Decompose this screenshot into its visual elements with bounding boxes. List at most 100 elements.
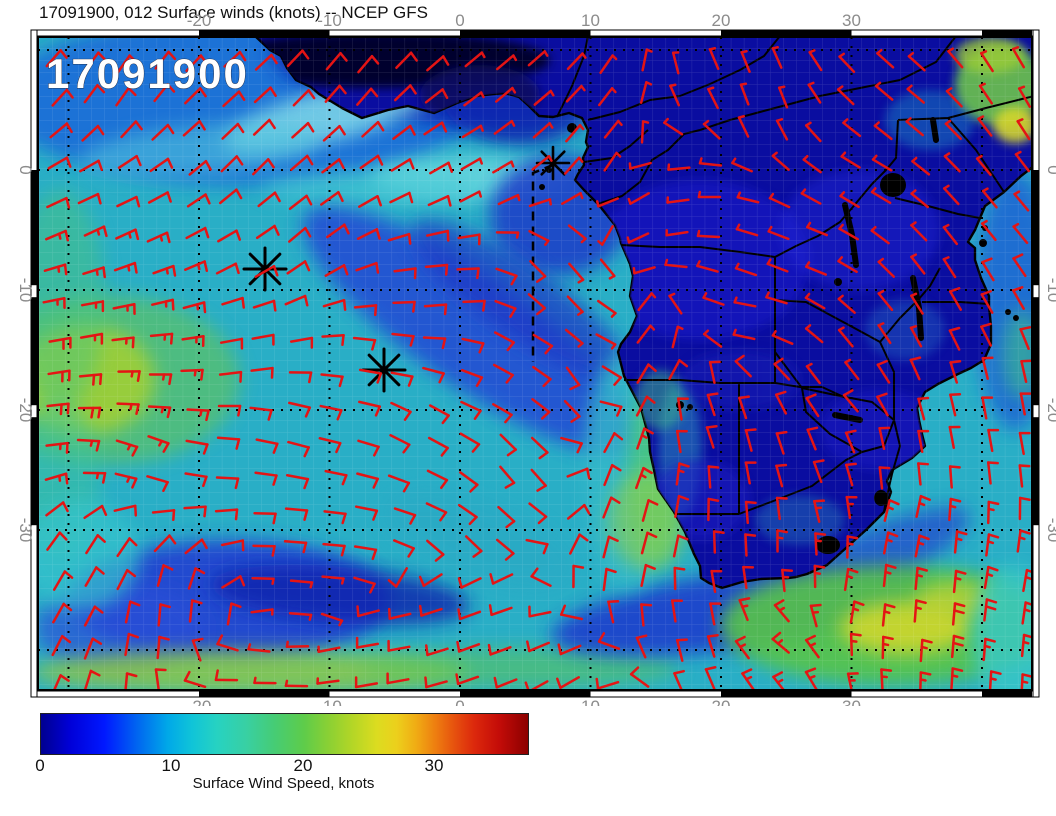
wind-barb xyxy=(635,466,653,490)
wind-barb xyxy=(813,499,826,523)
wind-barb xyxy=(319,404,343,421)
wind-barb xyxy=(945,87,963,108)
wind-barb xyxy=(744,461,757,485)
wind-barb xyxy=(636,324,656,344)
wind-barb xyxy=(839,191,860,209)
wind-barb xyxy=(323,510,347,525)
wind-barb xyxy=(533,89,555,106)
wind-barb xyxy=(595,677,620,690)
wind-barb xyxy=(702,119,721,140)
wind-barb xyxy=(45,441,69,454)
wind-barb xyxy=(837,256,858,274)
wind-barb xyxy=(1021,601,1032,625)
wind-barb xyxy=(318,437,342,454)
wind-barb xyxy=(488,604,513,617)
wind-barb xyxy=(1019,392,1032,416)
wind-barb xyxy=(530,567,552,587)
wind-barb xyxy=(978,82,994,105)
wind-barb xyxy=(117,154,142,169)
wind-barb xyxy=(186,408,210,422)
wind-barb xyxy=(464,535,483,558)
wind-barb xyxy=(215,262,240,275)
wind-barb xyxy=(497,193,521,206)
wind-barb xyxy=(838,52,856,74)
wind-barb xyxy=(975,154,992,177)
wind-barb xyxy=(527,293,546,316)
wind-barb xyxy=(223,50,247,68)
wind-barb xyxy=(632,266,656,275)
wind-barb xyxy=(495,231,520,239)
wind-barb xyxy=(219,337,244,350)
zebra-black-segment xyxy=(31,170,37,286)
wind-barb xyxy=(151,509,176,522)
wind-barb xyxy=(83,669,101,690)
map-border xyxy=(37,36,1033,691)
wind-barb xyxy=(254,471,278,486)
wind-barb xyxy=(423,303,448,316)
wind-barb xyxy=(983,598,998,622)
wind-barb xyxy=(882,563,897,588)
wind-barb xyxy=(910,189,930,209)
wind-barb xyxy=(82,471,107,484)
wind-barb xyxy=(425,644,449,657)
wind-barb xyxy=(214,669,239,682)
wind-barb xyxy=(917,429,930,454)
wind-barb xyxy=(418,604,443,617)
wind-barb xyxy=(1018,496,1031,521)
wind-barb xyxy=(288,371,313,384)
wind-barb xyxy=(731,157,753,173)
lon-tick-label-top: 30 xyxy=(842,11,861,30)
wind-barb xyxy=(597,225,614,246)
wind-barb xyxy=(185,226,210,240)
wind-barb xyxy=(320,373,344,388)
wind-barb xyxy=(288,226,312,243)
zebra-black-segment xyxy=(982,30,1032,36)
wind-barb xyxy=(184,472,208,488)
wind-barb xyxy=(424,676,448,689)
wind-barb xyxy=(79,332,104,345)
wind-barb xyxy=(671,599,684,623)
lat-tick-label-right: -10 xyxy=(1044,278,1056,303)
zebra-black-segment xyxy=(460,691,591,697)
wind-barb xyxy=(675,429,688,454)
wind-barb xyxy=(599,54,618,75)
wind-barb xyxy=(640,563,656,588)
wind-barb xyxy=(391,332,415,347)
timestamp-overlay: 17091900 xyxy=(46,50,249,97)
wind-barb xyxy=(52,602,73,624)
wind-barb xyxy=(495,267,518,286)
wind-barb xyxy=(603,119,623,139)
map-overlays xyxy=(38,37,1032,690)
wind-barb xyxy=(387,232,412,245)
wind-barb xyxy=(565,366,581,391)
wind-barb xyxy=(386,672,410,685)
wind-barb xyxy=(461,124,484,139)
wind-barb xyxy=(806,426,819,451)
wind-barb xyxy=(387,474,411,493)
lat-tick-label-left: -30 xyxy=(16,518,35,543)
wind-barb xyxy=(953,530,968,554)
wind-barb xyxy=(528,605,552,618)
wind-barb xyxy=(1020,359,1032,383)
wind-barb xyxy=(712,530,725,554)
wind-barb xyxy=(154,668,167,690)
wind-barb xyxy=(948,425,961,450)
wind-barb xyxy=(603,463,622,487)
wind-barb xyxy=(153,83,176,103)
wind-barb xyxy=(950,667,964,690)
wind-barb xyxy=(987,500,1000,525)
wind-barb xyxy=(675,638,688,662)
wind-barb xyxy=(187,567,206,590)
wind-barb xyxy=(767,225,790,241)
wind-barb xyxy=(669,83,681,107)
wind-barb xyxy=(837,294,856,314)
wind-barb xyxy=(44,472,69,485)
wind-barb xyxy=(149,157,174,173)
wind-barb xyxy=(802,154,822,174)
wind-barb xyxy=(983,565,999,590)
wind-barb xyxy=(283,540,308,554)
wind-barb xyxy=(460,400,482,420)
wind-barb xyxy=(531,398,551,420)
zebra-black-segment xyxy=(1033,417,1039,526)
